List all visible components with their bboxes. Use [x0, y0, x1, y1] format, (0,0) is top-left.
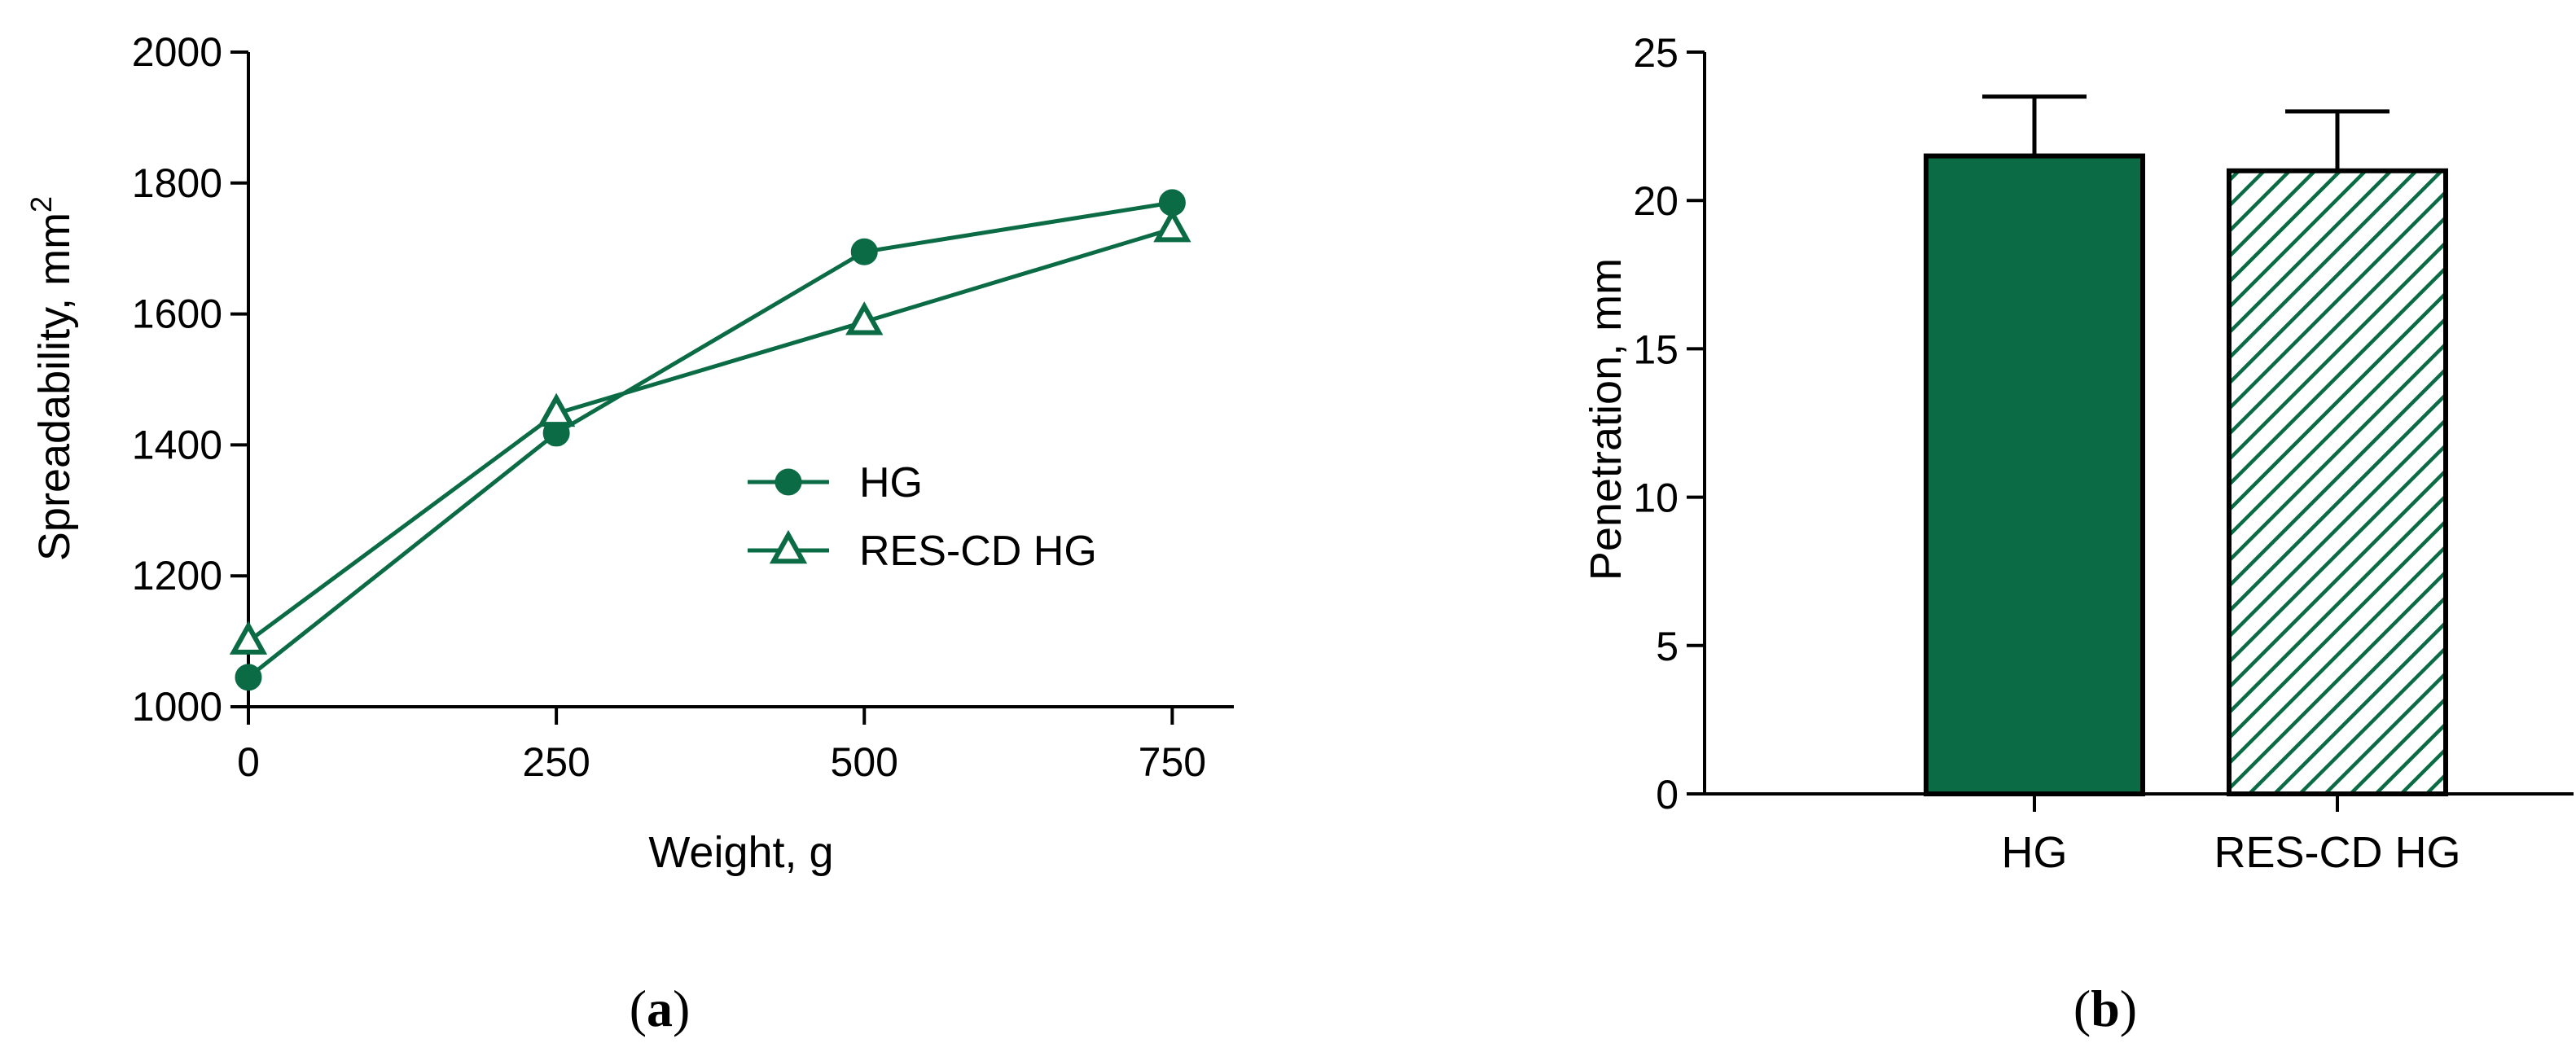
chart-a-x-tick-label: 250: [522, 739, 590, 785]
chart-b-ticks: 0 5 10 15 20 25 HG RES-CD HG: [1633, 30, 2460, 877]
chart-a-y-axis-title: Spreadability, mm2: [24, 196, 79, 561]
chart-b-y-tick-label: 20: [1633, 178, 1679, 224]
chart-a-spreadability: 1000 1200 1400 1600 1800 2000 0 250 500 750 Weigh…: [24, 29, 1234, 1037]
chart-a-y-tick-label: 1600: [132, 291, 222, 337]
chart-a-x-axis-title: Weight, g: [648, 828, 833, 877]
chart-a-series: [229, 189, 1191, 691]
chart-b-x-tick-label-hg: HG: [2002, 828, 2068, 877]
chart-a-x-tick-label: 500: [831, 739, 898, 785]
panel-label-a: (a): [630, 980, 691, 1037]
chart-a-y-tick-label: 1200: [132, 553, 222, 598]
legend-marker-hg: [775, 468, 802, 496]
chart-b-y-tick-label: 10: [1633, 476, 1679, 521]
chart-b-y-tick-label: 15: [1633, 327, 1679, 372]
chart-a-y-tick-label: 1800: [132, 160, 222, 206]
chart-a-series-line-res-cd-hg: [247, 226, 1174, 643]
panel-label-b: (b): [2074, 980, 2137, 1037]
chart-a-data-point-hg: [850, 238, 878, 265]
chart-b-x-tick-label-res-cd-hg: RES-CD HG: [2214, 828, 2460, 877]
chart-a-legend: HG RES-CD HG: [748, 459, 1097, 575]
chart-b-bars: [1924, 94, 2448, 797]
bar-hg: [1924, 153, 2145, 797]
chart-b-y-tick-label: 25: [1633, 30, 1679, 76]
chart-a-ticks: 1000 1200 1400 1600 1800 2000 0 250 500 750: [132, 29, 1206, 785]
chart-a-x-tick-label: 750: [1139, 739, 1206, 785]
chart-a-series-line-hg: [247, 200, 1173, 679]
chart-a-y-tick-label: 2000: [132, 29, 222, 75]
chart-b-penetration: 0 5 10 15 20 25 HG RES-CD HG Penetration, mm (b…: [1582, 30, 2574, 1037]
chart-b-y-axis-title: Penetration, mm: [1582, 258, 1630, 581]
chart-b-y-tick-label: 0: [1656, 772, 1679, 817]
chart-a-y-tick-label: 1400: [132, 422, 222, 467]
chart-a-axes: [247, 52, 1234, 708]
chart-b-y-tick-label: 5: [1656, 624, 1679, 669]
chart-a-data-point-res-cd-hg: [229, 620, 268, 655]
chart-a-data-point-res-cd-hg: [1153, 208, 1191, 243]
chart-a-data-point-res-cd-hg: [537, 392, 576, 427]
legend-label-hg: HG: [859, 459, 923, 506]
chart-a-y-tick-label: 1000: [132, 684, 222, 730]
chart-a-x-tick-label: 0: [237, 739, 260, 785]
legend-label-res-cd-hg: RES-CD HG: [859, 528, 1097, 575]
bar-res-cd-hg: [2227, 168, 2448, 796]
chart-a-data-point-res-cd-hg: [845, 301, 884, 335]
chart-a-data-point-hg: [235, 664, 262, 691]
legend-marker-res-cd-hg: [769, 529, 808, 564]
